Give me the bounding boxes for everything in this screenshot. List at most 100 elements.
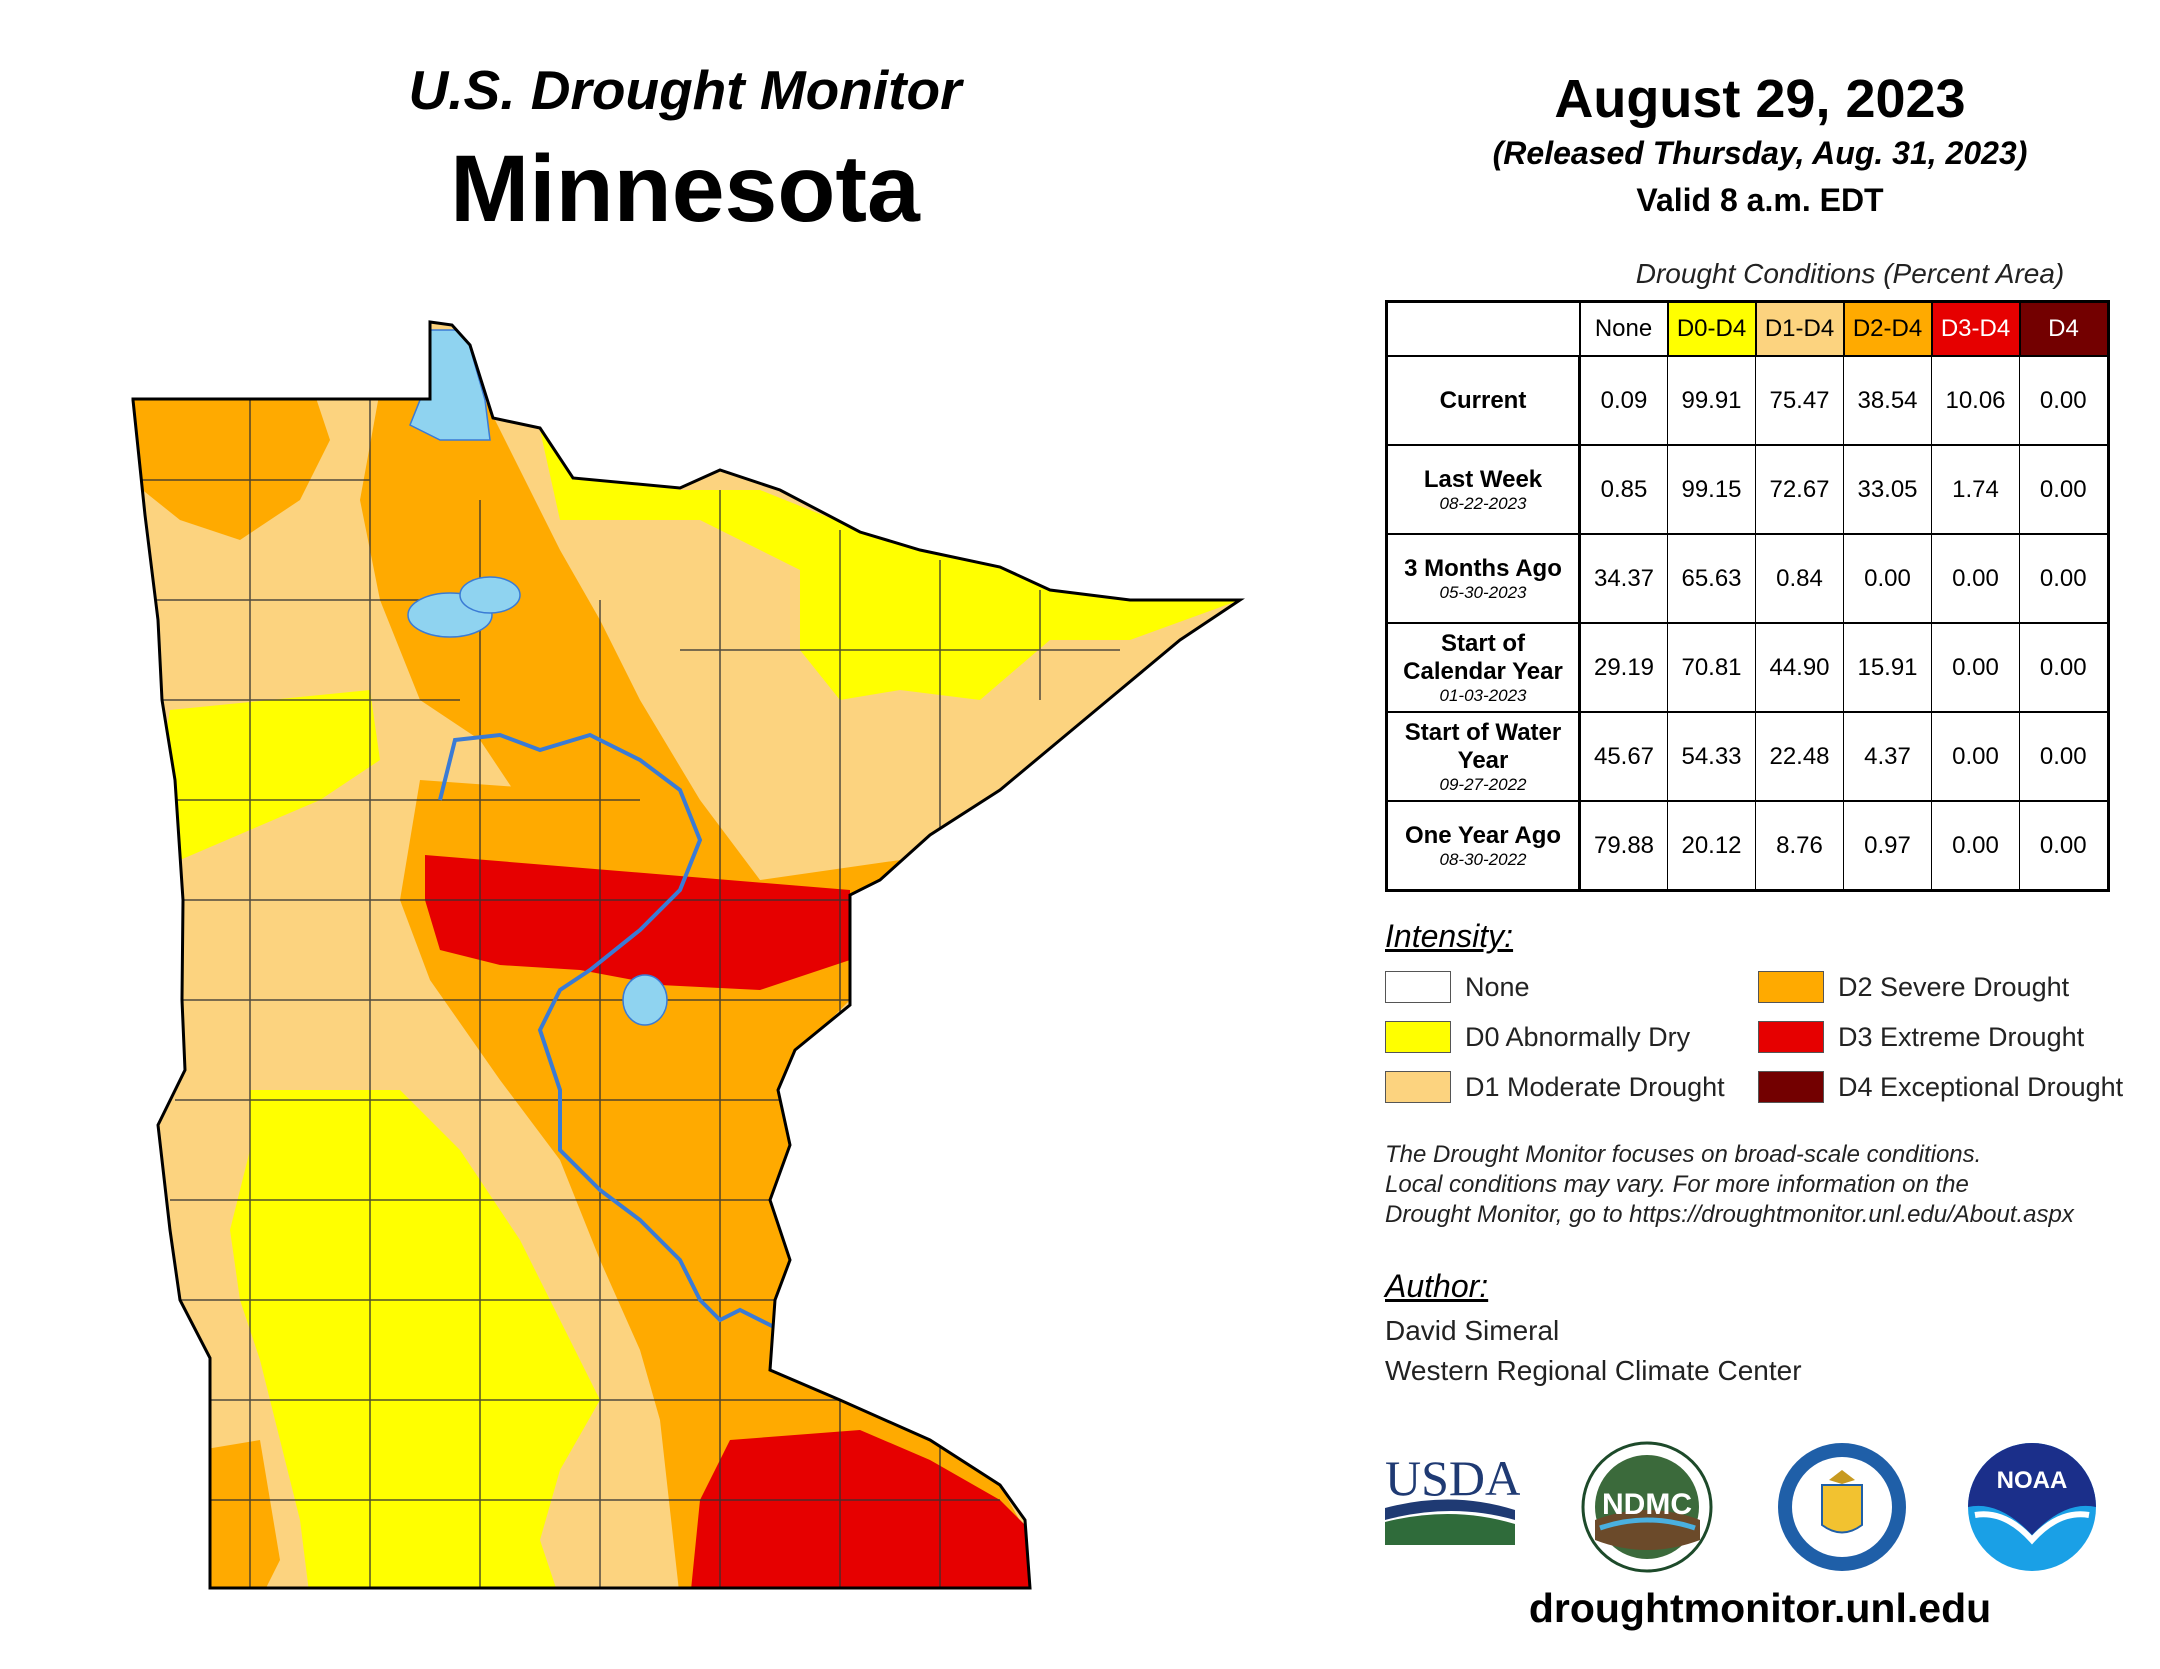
row-label-text: Last Week bbox=[1423, 465, 1543, 493]
row-date: 01-03-2023 bbox=[1439, 685, 1527, 705]
row-date: 08-22-2023 bbox=[1439, 493, 1527, 513]
legend-swatch bbox=[1385, 1071, 1451, 1103]
table-cell: 4.37 bbox=[1843, 711, 1932, 802]
legend-item-d3: D3 Extreme Drought bbox=[1758, 1020, 2084, 1054]
row-label-text: Current bbox=[1439, 386, 1527, 414]
author-name: David Simeral bbox=[1385, 1315, 1560, 1346]
row-label: Start of Water Year 09-27-2022 bbox=[1385, 711, 1581, 802]
table-cell: 0.00 bbox=[1843, 533, 1932, 624]
footer-url: droughtmonitor.unl.edu bbox=[1528, 1585, 1992, 1631]
table-cell: 45.67 bbox=[1579, 711, 1668, 802]
table-cell: 33.05 bbox=[1843, 444, 1932, 535]
legend-swatch bbox=[1385, 971, 1451, 1003]
commerce-seal-shield bbox=[1821, 1484, 1863, 1534]
row-label-text: Start of Calendar Year bbox=[1403, 629, 1563, 685]
state-border bbox=[131, 320, 1245, 1590]
legend-swatch bbox=[1758, 971, 1824, 1003]
row-label-text: 3 Months Ago bbox=[1404, 554, 1562, 582]
legend-item-d1: D1 Moderate Drought bbox=[1385, 1070, 1725, 1104]
legend-title: Intensity: bbox=[1385, 918, 1514, 954]
table-cell: 0.00 bbox=[2019, 711, 2109, 802]
legend-label: D4 Exceptional Drought bbox=[1838, 1071, 2124, 1102]
legend-swatch bbox=[1758, 1071, 1824, 1103]
table-row: Start of Calendar Year 01-03-2023 29.19 7… bbox=[1385, 622, 2109, 713]
legend-swatch bbox=[1758, 1021, 1824, 1053]
table-cell: 0.97 bbox=[1843, 800, 1932, 892]
column-header: D2-D4 bbox=[1842, 300, 1933, 357]
legend-label: None bbox=[1465, 971, 1530, 1002]
row-date: 08-30-2022 bbox=[1439, 849, 1527, 869]
legend-label: D1 Moderate Drought bbox=[1465, 1071, 1725, 1102]
table-cell: 99.91 bbox=[1667, 355, 1756, 446]
column-header: D0-D4 bbox=[1666, 300, 1757, 357]
table-cell: 0.09 bbox=[1579, 355, 1668, 446]
d2-region-north-central bbox=[360, 370, 730, 900]
table-row: Start of Water Year 09-27-2022 45.67 54.3… bbox=[1385, 711, 2109, 802]
state-name: Minnesota bbox=[450, 136, 920, 242]
ndmc-logo-water bbox=[1599, 1517, 1696, 1531]
row-label: Current bbox=[1385, 355, 1581, 446]
table-cell: 0.00 bbox=[1931, 800, 2020, 892]
legend-label: D3 Extreme Drought bbox=[1838, 1021, 2085, 1052]
commerce-seal-eagle bbox=[1829, 1470, 1855, 1484]
legend-item-none: None bbox=[1385, 970, 1530, 1004]
row-label: 3 Months Ago 05-30-2023 bbox=[1385, 533, 1581, 624]
row-label: Last Week 08-22-2023 bbox=[1385, 444, 1581, 535]
d2-region-central-southeast bbox=[400, 780, 1030, 1588]
table-cell: 79.88 bbox=[1579, 800, 1668, 892]
column-header: None bbox=[1578, 300, 1669, 357]
mille-lacs-lake bbox=[622, 974, 668, 1026]
author-title: Author: bbox=[1385, 1268, 1489, 1304]
table-cell: 22.48 bbox=[1755, 711, 1844, 802]
ndmc-logo: NDMC bbox=[1581, 1441, 1713, 1573]
release-date: (Released Thursday, Aug. 31, 2023) bbox=[1492, 135, 2028, 171]
noaa-logo-text: NOAA bbox=[1997, 1467, 2068, 1494]
table-cell: 0.00 bbox=[2019, 800, 2109, 892]
noaa-logo-bird bbox=[1974, 1511, 2090, 1545]
usda-logo-field bbox=[1385, 1513, 1515, 1545]
drought-regions bbox=[133, 322, 1240, 1588]
drought-conditions-table: None D0-D4 D1-D4 D2-D4 D3-D4 D4 Current … bbox=[1385, 300, 2110, 892]
table-cell: 0.00 bbox=[1931, 711, 2020, 802]
legend-label: D2 Severe Drought bbox=[1838, 971, 2070, 1002]
d0-region-west-central bbox=[150, 690, 380, 860]
row-date: 09-27-2022 bbox=[1439, 774, 1527, 794]
table-cell: 10.06 bbox=[1931, 355, 2020, 446]
valid-time: Valid 8 a.m. EDT bbox=[1636, 182, 1884, 218]
table-cell: 38.54 bbox=[1843, 355, 1932, 446]
mississippi-river bbox=[438, 732, 812, 1352]
noaa-logo-sky bbox=[1968, 1443, 2096, 1535]
legend-item-d2: D2 Severe Drought bbox=[1758, 970, 2069, 1004]
note-line: Local conditions may vary. For more info… bbox=[1385, 1171, 1969, 1198]
table-cell: 0.00 bbox=[1931, 622, 2020, 713]
table-row: Last Week 08-22-2023 0.85 99.15 72.67 33.… bbox=[1385, 444, 2109, 535]
table-corner bbox=[1386, 301, 1580, 356]
usda-logo-text: USDA bbox=[1385, 1450, 1520, 1506]
table-row: Current 0.09 99.91 75.47 38.54 10.06 0.0… bbox=[1385, 355, 2109, 446]
table-cell: 99.15 bbox=[1667, 444, 1756, 535]
table-row: 3 Months Ago 05-30-2023 34.37 65.63 0.84 … bbox=[1385, 533, 2109, 624]
d3-region-central bbox=[425, 855, 850, 990]
lake-of-the-woods bbox=[409, 329, 491, 441]
table-cell: 0.00 bbox=[2019, 355, 2109, 446]
ndmc-logo-text: NDMC bbox=[1602, 1488, 1692, 1521]
table-cell: 44.90 bbox=[1755, 622, 1844, 713]
column-header: D1-D4 bbox=[1754, 300, 1845, 357]
table-cell: 70.81 bbox=[1667, 622, 1756, 713]
usda-logo-stripe bbox=[1385, 1499, 1515, 1520]
row-date: 05-30-2023 bbox=[1439, 582, 1527, 602]
map-date: August 29, 2023 bbox=[1554, 69, 1966, 129]
row-label-text: One Year Ago bbox=[1404, 821, 1562, 849]
table-cell: 0.00 bbox=[1931, 533, 2020, 624]
table-row: One Year Ago 08-30-2022 79.88 20.12 8.76 … bbox=[1385, 800, 2109, 892]
table-cell: 0.84 bbox=[1755, 533, 1844, 624]
table-cell: 15.91 bbox=[1843, 622, 1932, 713]
table-header-row: None D0-D4 D1-D4 D2-D4 D3-D4 D4 bbox=[1386, 300, 2109, 357]
table-cell: 8.76 bbox=[1755, 800, 1844, 892]
legend-label: D0 Abnormally Dry bbox=[1465, 1021, 1691, 1052]
table-cell: 1.74 bbox=[1931, 444, 2020, 535]
legend-swatch bbox=[1385, 1021, 1451, 1053]
drought-map bbox=[131, 320, 1245, 1590]
table-cell: 54.33 bbox=[1667, 711, 1756, 802]
table-cell: 0.00 bbox=[2019, 622, 2109, 713]
